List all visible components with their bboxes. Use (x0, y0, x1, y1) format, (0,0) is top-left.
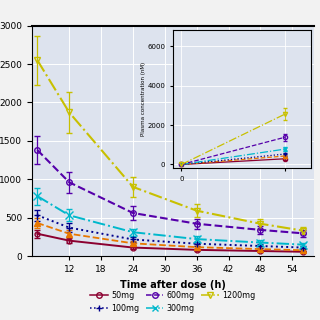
Legend: 50mg, 100mg, 600mg, 300mg, 1200mg: 50mg, 100mg, 600mg, 300mg, 1200mg (87, 287, 259, 316)
X-axis label: Time after dose (h): Time after dose (h) (120, 280, 226, 290)
